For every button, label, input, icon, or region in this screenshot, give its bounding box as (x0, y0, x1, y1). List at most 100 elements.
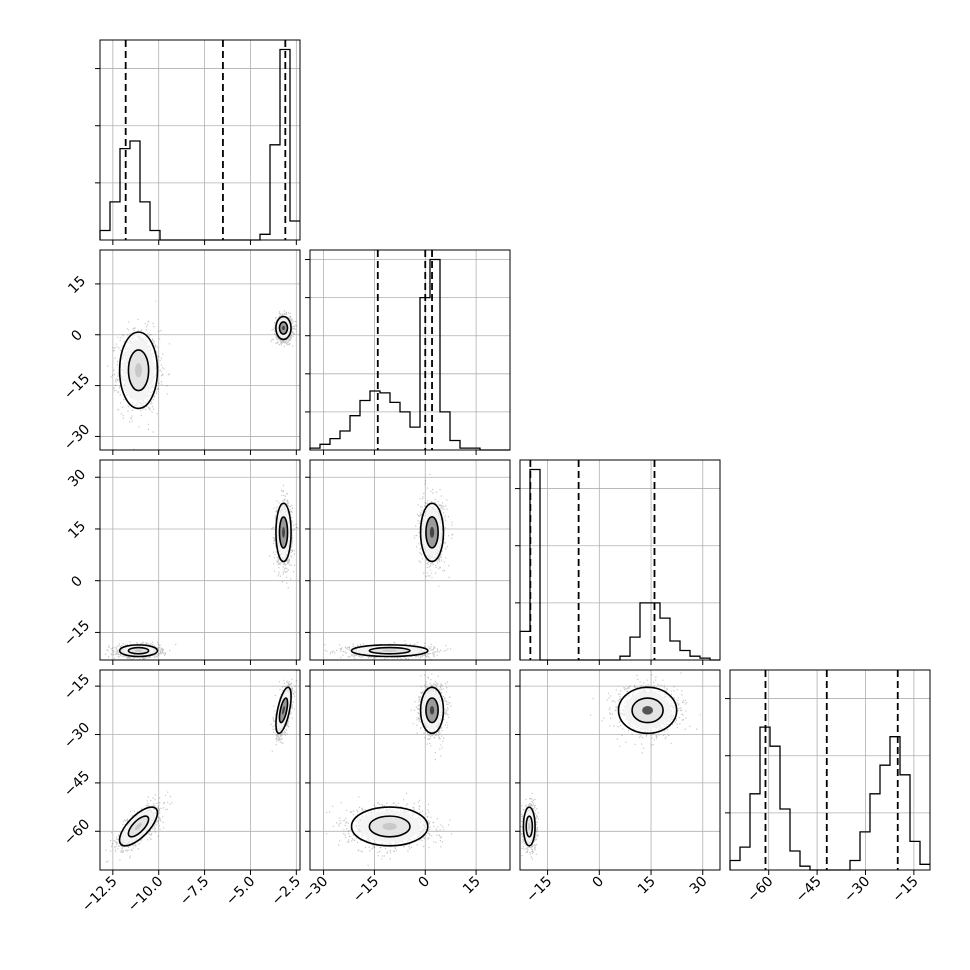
contour-inner (631, 697, 664, 724)
histogram-panel-4 (725, 669, 931, 875)
scatter-panel-4-1 (95, 669, 301, 875)
panel-frame (519, 669, 721, 871)
contour-inner (425, 516, 439, 549)
panel-content (324, 473, 454, 660)
scatter-panel-4-2 (305, 669, 511, 875)
contour-outer (419, 502, 445, 563)
histogram-step (309, 258, 510, 451)
contour-outer (275, 315, 292, 341)
y-tick-label: −30 (61, 421, 93, 453)
y-tick-label: 15 (65, 273, 89, 297)
contour-outer (118, 644, 159, 658)
density-peak (135, 363, 143, 378)
contour-outer (350, 644, 429, 658)
panel-frame (99, 669, 301, 871)
x-tick-label: −15 (890, 874, 922, 906)
histogram-panel-1 (95, 39, 301, 245)
y-tick-label: −30 (61, 720, 93, 752)
y-tick-label: 30 (65, 466, 89, 490)
contour-inner (278, 697, 289, 724)
contour-inner (368, 815, 411, 838)
density-peak (135, 649, 143, 652)
density-peak (429, 705, 435, 715)
density-fill-inner (128, 647, 149, 654)
panel-frame (99, 39, 301, 241)
x-tick-label: 15 (460, 874, 484, 898)
panel-frame (99, 459, 301, 661)
x-tick-label: −5.0 (223, 874, 258, 909)
histogram-panel-3 (515, 459, 721, 665)
contour-outer (617, 686, 678, 735)
panel-frame (309, 669, 511, 871)
density-fill-inner (128, 349, 149, 391)
contour-inner (368, 646, 411, 655)
panel-frame (519, 459, 721, 661)
density-fill-inner (526, 816, 533, 837)
panel-frame (309, 459, 511, 661)
y-tick-label: −15 (61, 617, 93, 649)
density-peak (382, 822, 397, 831)
y-tick-label: 0 (68, 573, 86, 591)
y-tick-label: 15 (65, 518, 89, 542)
contour-inner (278, 321, 289, 335)
x-tick-label: 15 (635, 874, 659, 898)
histogram-step (519, 468, 720, 661)
scatter-panel-3-2 (305, 459, 511, 665)
density-fill-inner (128, 816, 149, 837)
density-peak (429, 526, 435, 538)
x-tick-label: −10.0 (125, 874, 167, 916)
y-tick-label: −15 (61, 671, 93, 703)
contour-inner (278, 516, 289, 549)
x-tick-label: −30 (299, 874, 331, 906)
density-peak (382, 649, 397, 652)
contour-outer (522, 806, 536, 847)
histogram-step (729, 726, 930, 871)
panel-content (326, 673, 453, 866)
x-tick-label: 30 (687, 874, 711, 898)
contour-outer (350, 806, 429, 847)
density-peak (282, 526, 285, 538)
panel-content (520, 672, 701, 860)
x-tick-label: 0 (416, 874, 434, 892)
panel-content (104, 484, 298, 660)
x-tick-label: −45 (793, 874, 825, 906)
panel-frame (729, 669, 931, 871)
scatter-panel-4-3 (515, 669, 721, 875)
x-tick-label: −7.5 (177, 874, 212, 909)
contour-outer (118, 806, 159, 847)
panel-frame (309, 249, 511, 451)
y-tick-label: −45 (61, 768, 93, 800)
histogram-step (99, 48, 300, 241)
density-peak (642, 706, 654, 715)
contour-outer (419, 686, 445, 735)
contour-inner (127, 349, 150, 392)
y-tick-label: 0 (68, 327, 86, 345)
panel-content (105, 670, 298, 863)
x-tick-label: −30 (841, 874, 873, 906)
panel-frame (99, 249, 301, 451)
density-peak (528, 822, 531, 831)
panel-content (107, 300, 298, 450)
sample-points (104, 484, 298, 660)
contour-inner (425, 697, 439, 724)
x-tick-label: −60 (744, 874, 776, 906)
contour-outer (275, 686, 292, 735)
contour-outer (118, 331, 159, 410)
histogram-panel-2 (305, 249, 511, 455)
contour-inner (525, 815, 534, 838)
scatter-panel-2-1 (95, 249, 301, 455)
x-tick-label: −15 (350, 874, 382, 906)
density-fill-inner (369, 816, 410, 837)
scatter-panel-3-1 (95, 459, 301, 665)
density-peak (282, 325, 285, 331)
x-tick-label: 0 (590, 874, 608, 892)
y-tick-label: −60 (61, 816, 93, 848)
contour-inner (127, 646, 150, 655)
y-tick-label: −15 (61, 371, 93, 403)
density-fill-inner (369, 647, 410, 654)
density-peak (282, 706, 285, 715)
density-peak (134, 822, 143, 831)
x-tick-label: −15 (523, 874, 555, 906)
x-tick-label: −12.5 (79, 874, 121, 916)
